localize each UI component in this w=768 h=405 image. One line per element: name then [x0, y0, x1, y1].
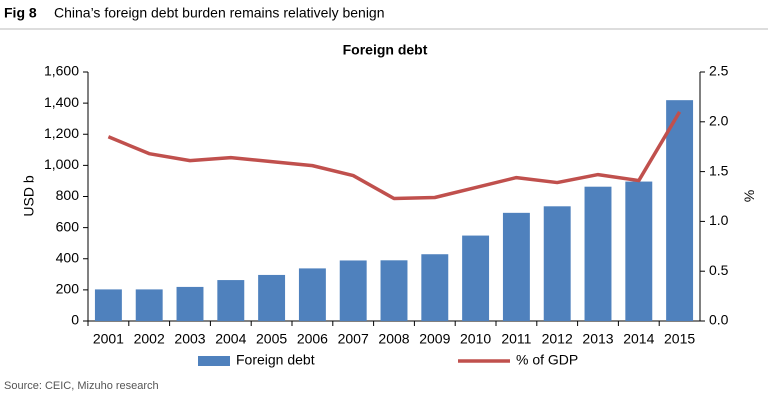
y2-tick-label: 2.5 — [709, 63, 729, 79]
y-tick-label: 0 — [71, 312, 79, 328]
bar — [380, 260, 408, 321]
legend-swatch — [198, 356, 230, 366]
y-tick-label: 800 — [56, 187, 80, 203]
x-tick-label: 2010 — [460, 331, 491, 347]
y-tick-label: 1,600 — [44, 63, 79, 79]
bar — [421, 254, 449, 321]
bar — [217, 280, 245, 321]
source-note: Source: CEIC, Mizuho research — [4, 380, 159, 392]
bar — [258, 274, 286, 321]
bar — [666, 100, 694, 321]
bar — [298, 268, 326, 321]
line-series — [107, 110, 682, 201]
chart-title: Foreign debt — [343, 42, 428, 58]
legend-label: Foreign debt — [236, 352, 315, 368]
y-tick-label: 1,200 — [44, 125, 79, 141]
x-tick-label: 2011 — [501, 331, 531, 347]
x-tick-label: 2001 — [93, 331, 124, 347]
bar — [339, 260, 367, 321]
y2-tick-label: 0.0 — [709, 312, 729, 328]
x-tick-label: 2015 — [664, 331, 695, 347]
x-tick-label: 2007 — [338, 331, 369, 347]
legend-label: % of GDP — [516, 352, 578, 368]
x-tick-label: 2005 — [256, 331, 287, 347]
y2-tick-label: 2.0 — [709, 113, 729, 129]
x-tick-label: 2009 — [419, 331, 450, 347]
figure-label: Fig 8 — [4, 5, 37, 21]
y2-tick-label: 1.5 — [709, 162, 729, 178]
bar — [176, 286, 204, 321]
bar — [502, 212, 530, 321]
bar — [135, 289, 163, 321]
x-tick-label: 2003 — [174, 331, 205, 347]
bar — [543, 206, 571, 321]
x-tick-label: 2002 — [134, 331, 165, 347]
bar — [584, 186, 612, 321]
y-axis-label: USD b — [21, 175, 37, 216]
bar — [462, 235, 490, 321]
figure-caption: China’s foreign debt burden remains rela… — [54, 5, 385, 21]
y-tick-label: 400 — [56, 249, 80, 265]
y-tick-label: 1,000 — [44, 156, 79, 172]
bar — [94, 289, 122, 321]
x-tick-label: 2014 — [623, 331, 654, 347]
y2-axis-label: % — [741, 190, 757, 202]
x-tick-label: 2008 — [378, 331, 409, 347]
x-tick-label: 2006 — [297, 331, 328, 347]
y-tick-label: 1,400 — [44, 94, 79, 110]
x-tick-label: 2013 — [582, 331, 613, 347]
y2-tick-label: 1.0 — [709, 212, 729, 228]
y-tick-label: 600 — [56, 218, 80, 234]
x-tick-label: 2004 — [215, 331, 246, 347]
bar — [625, 181, 653, 321]
y2-tick-label: 0.5 — [709, 262, 729, 278]
y-tick-label: 200 — [56, 281, 80, 297]
x-tick-label: 2012 — [542, 331, 573, 347]
